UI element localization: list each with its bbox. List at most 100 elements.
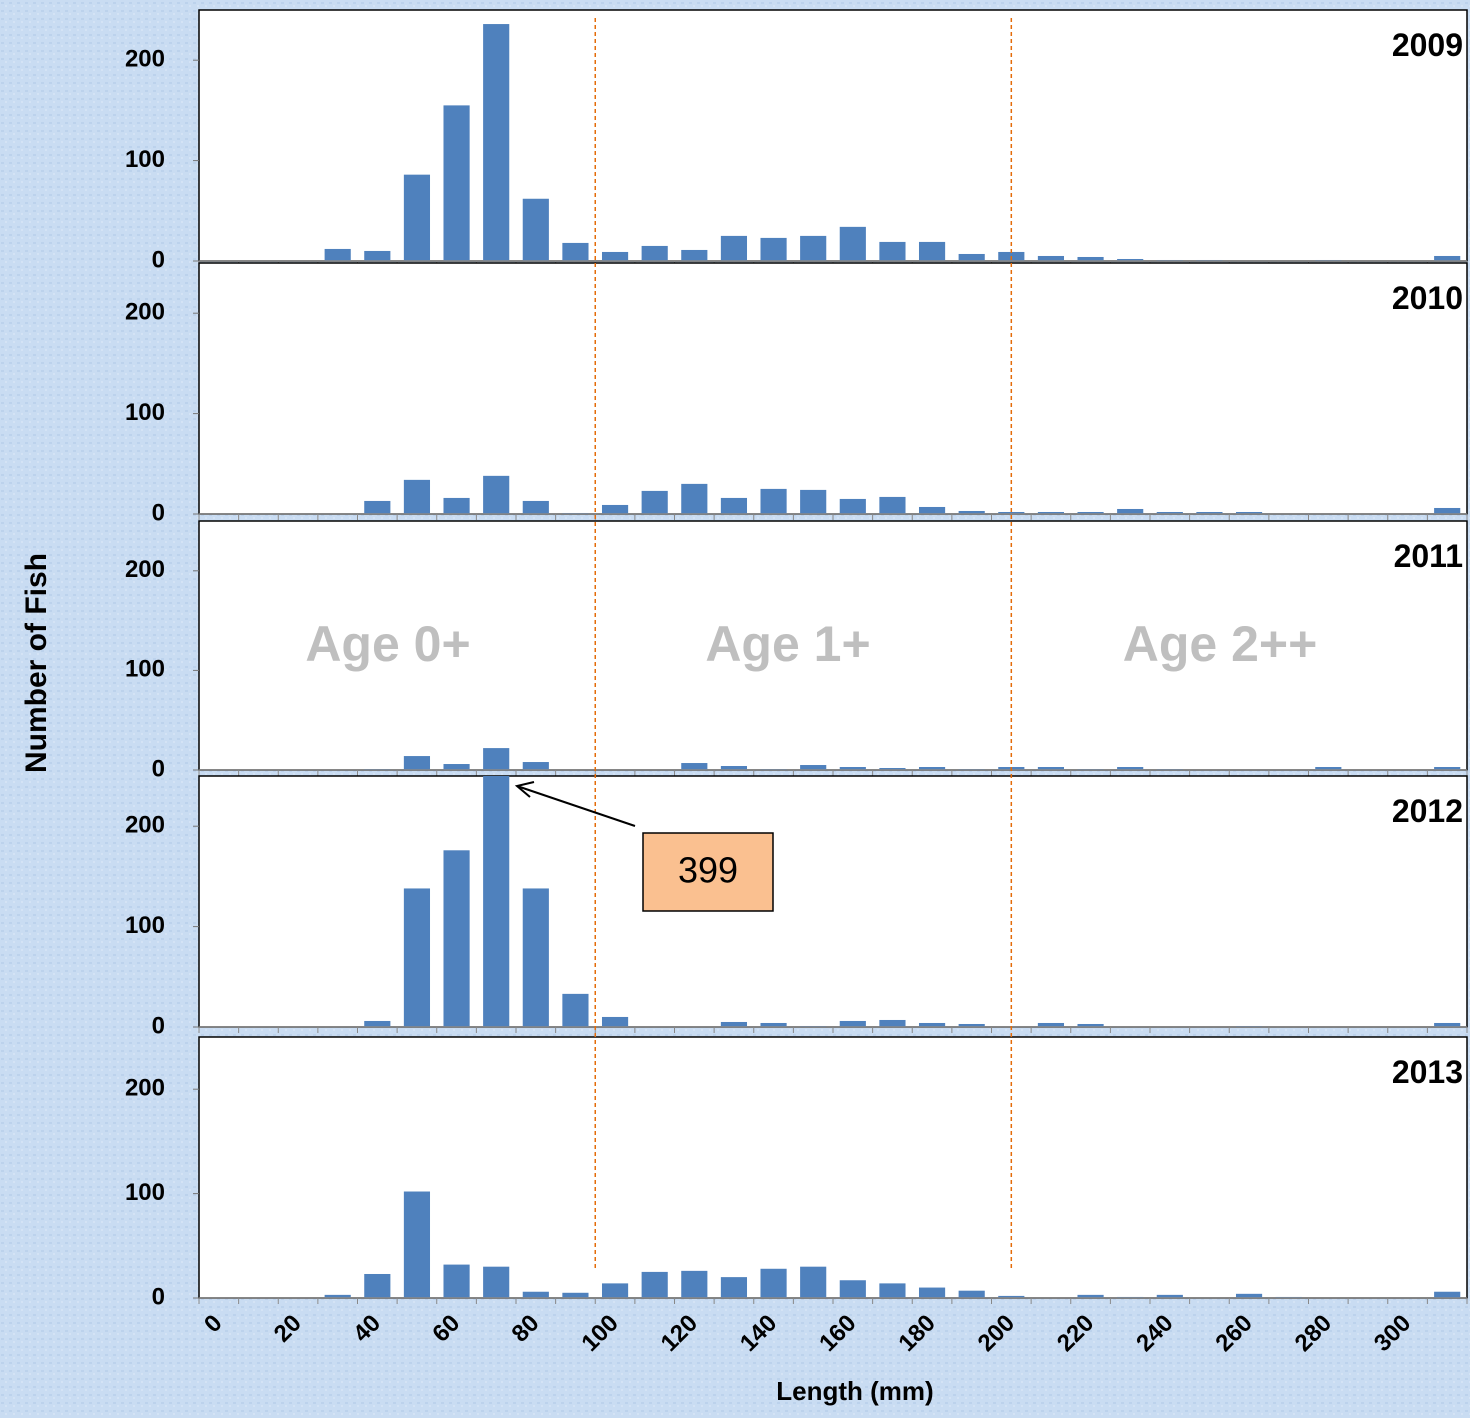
bar xyxy=(364,1020,391,1027)
bar xyxy=(1434,1291,1461,1298)
y-tick-label: 0 xyxy=(152,246,165,273)
bar xyxy=(1117,767,1144,770)
bar xyxy=(562,993,589,1027)
panel xyxy=(198,9,1468,262)
bar xyxy=(879,1019,906,1027)
bar xyxy=(879,496,906,514)
bar xyxy=(681,483,708,514)
bar xyxy=(403,1191,431,1298)
callout-arrow xyxy=(516,785,636,827)
panel xyxy=(198,775,1468,1028)
bars xyxy=(324,1191,1461,1298)
bar xyxy=(601,1283,629,1298)
bar xyxy=(1434,1022,1461,1027)
x-axis-label: Length (mm) xyxy=(776,1376,933,1406)
bar xyxy=(720,766,748,770)
bar xyxy=(1235,1293,1263,1298)
y-tick-label: 100 xyxy=(125,146,165,173)
y-tick-label: 100 xyxy=(125,656,165,683)
bar xyxy=(1156,1294,1183,1298)
panel-title: 2012 xyxy=(1392,793,1463,829)
y-tick-label: 0 xyxy=(152,499,165,526)
bar xyxy=(760,1022,787,1027)
bar xyxy=(443,1264,470,1298)
age-label: Age 2++ xyxy=(1123,616,1318,672)
bar xyxy=(364,250,391,261)
age-label: Age 1+ xyxy=(705,616,870,672)
bar xyxy=(1077,1294,1104,1298)
bar xyxy=(1117,508,1144,514)
bar xyxy=(443,850,470,1027)
bar xyxy=(483,1266,510,1298)
bar xyxy=(918,767,946,770)
bar xyxy=(364,1273,391,1298)
bar xyxy=(918,506,946,514)
y-tick-label: 200 xyxy=(125,556,165,583)
bar xyxy=(601,504,629,514)
bar xyxy=(800,765,827,770)
bar xyxy=(522,1291,549,1298)
bar xyxy=(879,241,906,261)
bar xyxy=(1037,255,1065,261)
bar xyxy=(522,198,549,261)
bar xyxy=(839,1280,866,1298)
bar xyxy=(443,497,470,514)
bar xyxy=(839,1020,866,1027)
bars xyxy=(324,24,1461,261)
y-tick-label: 100 xyxy=(125,912,165,939)
bar xyxy=(403,888,431,1027)
bar xyxy=(1235,511,1263,514)
y-tick-label: 0 xyxy=(152,1283,165,1310)
bars xyxy=(364,475,1461,514)
bar xyxy=(1315,767,1342,770)
bar xyxy=(1077,511,1104,514)
bar xyxy=(483,24,510,261)
bar xyxy=(958,1290,985,1298)
bar xyxy=(1117,258,1144,261)
panel-title: 2010 xyxy=(1392,280,1463,316)
y-tick-label: 200 xyxy=(125,299,165,326)
bar xyxy=(324,248,351,261)
y-tick-label: 0 xyxy=(152,1012,165,1039)
callout-arrowhead xyxy=(514,781,535,798)
bar xyxy=(483,748,510,770)
bar xyxy=(641,1271,668,1298)
callout-label: 399 xyxy=(678,850,738,891)
bar xyxy=(403,756,431,770)
bar xyxy=(800,489,827,514)
bar xyxy=(1434,507,1461,514)
y-tick-label: 100 xyxy=(125,1179,165,1206)
panel xyxy=(198,1036,1468,1299)
bar xyxy=(403,174,431,261)
bar xyxy=(522,888,549,1027)
y-tick-label: 100 xyxy=(125,399,165,426)
bar xyxy=(879,768,906,770)
bar xyxy=(1077,1023,1104,1027)
bar xyxy=(1434,767,1461,770)
bar xyxy=(681,1270,708,1298)
bar xyxy=(1037,1022,1065,1027)
bar xyxy=(800,235,827,261)
panel xyxy=(198,262,1468,515)
bar xyxy=(918,241,946,261)
bar xyxy=(958,253,985,261)
panel xyxy=(198,520,1468,771)
bar xyxy=(839,498,866,514)
bar xyxy=(720,497,748,514)
y-tick-label: 200 xyxy=(125,46,165,73)
bar xyxy=(601,1016,629,1027)
bar xyxy=(324,1294,351,1298)
panel-title: 2009 xyxy=(1392,27,1463,63)
bar xyxy=(720,235,748,261)
bar xyxy=(760,1268,787,1298)
bar xyxy=(800,1266,827,1298)
bar xyxy=(681,763,708,770)
bar xyxy=(1196,511,1223,514)
bar xyxy=(483,475,510,514)
bar xyxy=(562,1292,589,1298)
bar xyxy=(918,1022,946,1027)
bar xyxy=(364,500,391,514)
bar xyxy=(443,105,470,261)
callout-box xyxy=(642,832,774,912)
